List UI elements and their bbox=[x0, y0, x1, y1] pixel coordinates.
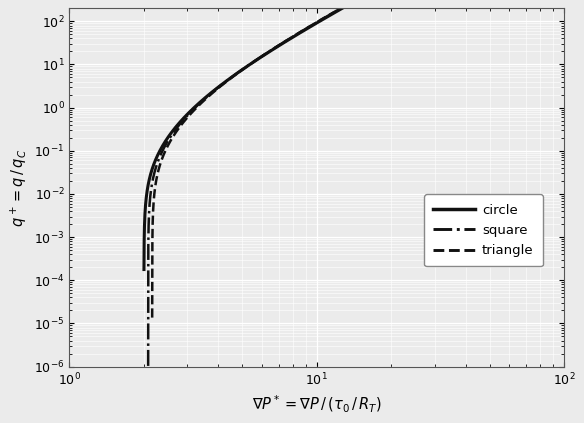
X-axis label: $\nabla P^* = \nabla P \,/\, (\tau_0 \,/\, R_T)$: $\nabla P^* = \nabla P \,/\, (\tau_0 \,/… bbox=[252, 393, 382, 415]
Line: triangle: triangle bbox=[152, 0, 564, 318]
square bbox=[255, 56, 262, 61]
triangle bbox=[255, 56, 262, 61]
Legend: circle, square, triangle: circle, square, triangle bbox=[424, 195, 543, 266]
circle bbox=[255, 56, 262, 61]
square bbox=[156, 155, 163, 160]
Line: circle: circle bbox=[144, 0, 564, 269]
triangle bbox=[156, 165, 163, 170]
circle bbox=[156, 149, 163, 154]
Line: square: square bbox=[148, 0, 564, 393]
Y-axis label: $q^+ = q \,/\, q_C$: $q^+ = q \,/\, q_C$ bbox=[8, 148, 29, 227]
